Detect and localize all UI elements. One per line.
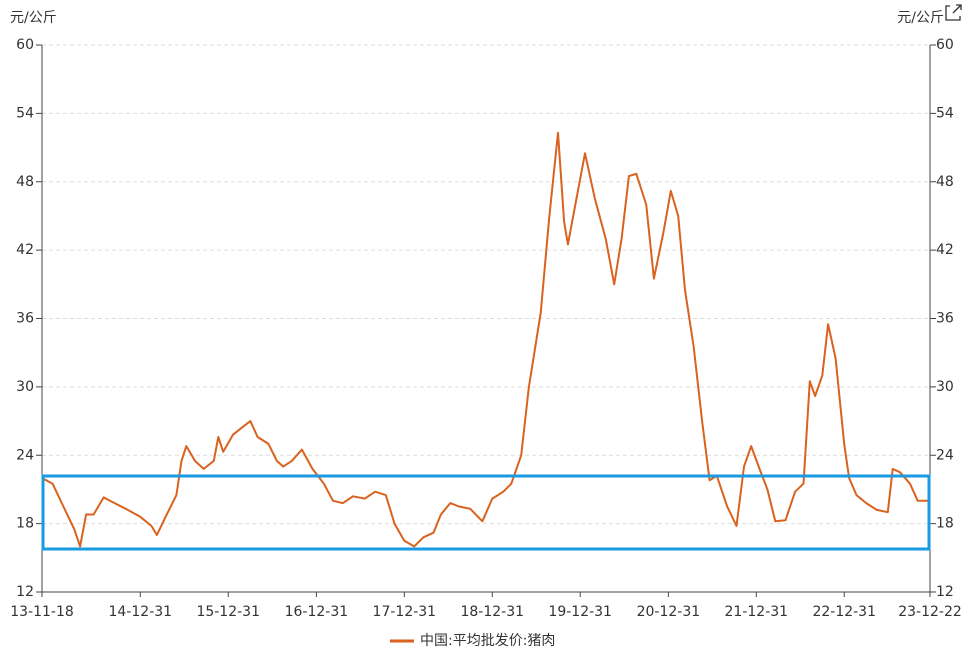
data-line: [41, 131, 930, 548]
y2-tick-label: 48: [936, 174, 954, 190]
x-tick-label: 19-12-31: [548, 604, 612, 620]
y-tick-label: 48: [16, 174, 34, 190]
y-tick-label: 36: [16, 311, 34, 327]
y-tick-label: 12: [16, 584, 34, 600]
y-tick-label: 42: [16, 242, 34, 258]
y-tick-label: 54: [16, 105, 34, 121]
y2-tick-label: 18: [936, 516, 954, 532]
export-icon[interactable]: [945, 4, 962, 21]
y-axis-title: 元/公斤: [10, 10, 57, 26]
y2-tick-label: 60: [936, 37, 954, 53]
y2-tick-label: 24: [936, 447, 954, 463]
export-arrow: [952, 4, 962, 14]
x-tick-label: 23-12-22: [898, 604, 962, 620]
x-tick-label: 15-12-31: [196, 604, 260, 620]
x-tick-label: 21-12-31: [725, 604, 789, 620]
y2-tick-label: 36: [936, 311, 954, 327]
x-tick-label: 14-12-31: [109, 604, 173, 620]
y2-tick-label: 54: [936, 105, 954, 121]
x-tick-label: 13-11-18: [10, 604, 74, 620]
legend-label: 中国:平均批发价:猪肉: [420, 633, 555, 649]
y2-tick-label: 42: [936, 242, 954, 258]
x-tick-label: 18-12-31: [460, 604, 524, 620]
x-tick-label: 20-12-31: [637, 604, 701, 620]
x-tick-label: 17-12-31: [373, 604, 437, 620]
y2-tick-label: 30: [936, 379, 954, 395]
y-tick-label: 24: [16, 447, 34, 463]
y2-tick-label: 12: [936, 584, 954, 600]
x-tick-label: 16-12-31: [285, 604, 349, 620]
y-tick-label: 18: [16, 516, 34, 532]
x-tick-label: 22-12-31: [812, 604, 876, 620]
y-tick-label: 30: [16, 379, 34, 395]
export-box: [945, 5, 961, 21]
highlight-box: [41, 474, 931, 551]
y-tick-label: 60: [16, 37, 34, 53]
y2-axis-title: 元/公斤: [897, 10, 944, 26]
